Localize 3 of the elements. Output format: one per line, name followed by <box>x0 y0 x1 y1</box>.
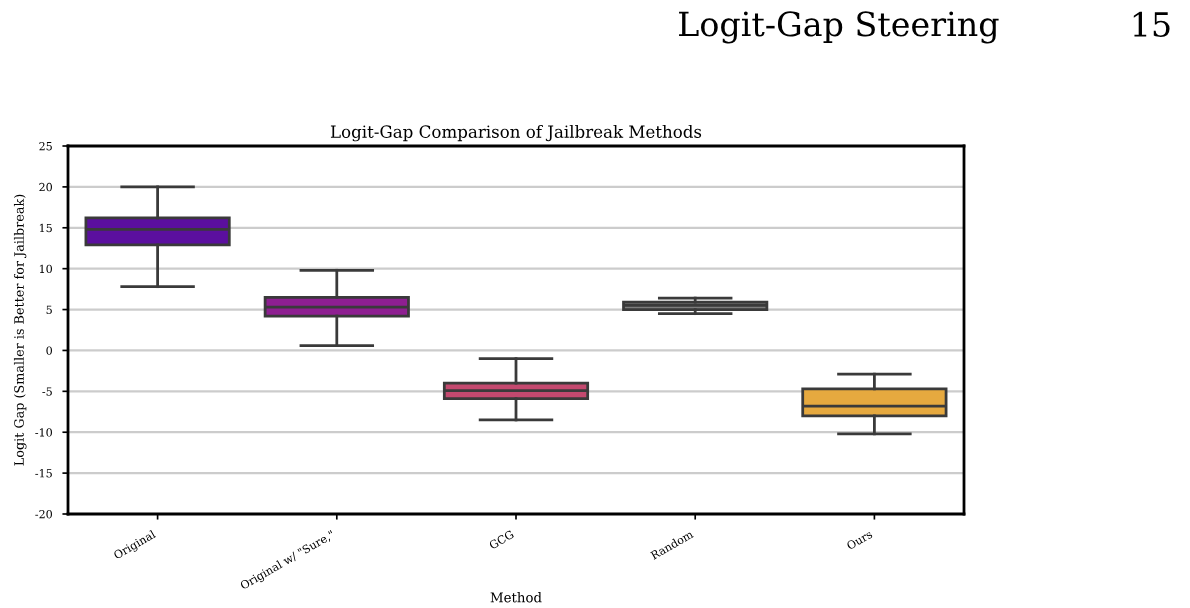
chart-title: Logit-Gap Comparison of Jailbreak Methods <box>330 125 702 142</box>
text: Logit-Gap Steering <box>679 11 999 44</box>
text: 15 <box>1133 11 1170 38</box>
